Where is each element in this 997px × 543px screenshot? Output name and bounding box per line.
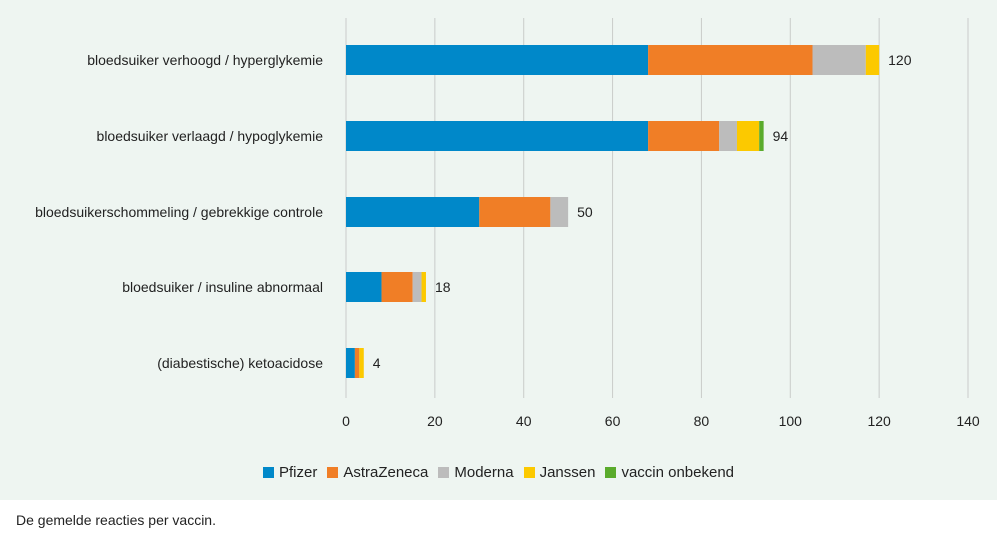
legend-item: Moderna [438, 464, 514, 481]
legend-label: vaccin onbekend [621, 464, 735, 481]
legend-item: Pfizer [262, 464, 318, 481]
category-label: bloedsuiker verhoogd / hyperglykemie [87, 52, 323, 68]
bar-segment-moderna [550, 197, 569, 227]
legend-label: Pfizer [278, 464, 318, 481]
chart-panel: 0 20 40 60 80 100 120 140 bloedsuiker verhoogd /… [0, 0, 997, 500]
bar-segment-astrazeneca [648, 45, 813, 75]
category-label: (diabestische) ketoacidose [157, 355, 323, 371]
legend-swatch [327, 467, 339, 478]
category-label: bloedsuiker / insuline abnormaal [122, 279, 323, 295]
bar-segment-pfizer [346, 197, 480, 227]
bars [346, 45, 880, 378]
legend-item: Janssen [523, 464, 596, 481]
legend-swatch [262, 467, 274, 478]
bar-segment-moderna [412, 272, 422, 302]
legend-label: Janssen [539, 464, 596, 481]
bar-segment-janssen [736, 121, 760, 151]
stacked-bar-chart: 0 20 40 60 80 100 120 140 bloedsuiker verhoogd /… [35, 18, 980, 429]
bar-segment-pfizer [346, 348, 355, 378]
bar-segment-janssen [421, 272, 426, 302]
legend-item: AstraZeneca [327, 464, 428, 481]
x-tick-label: 100 [779, 413, 803, 429]
total-label: 94 [773, 128, 789, 144]
bar-segment-janssen [359, 348, 364, 378]
legend: Pfizer AstraZeneca Moderna Janssen vaccin on… [0, 464, 997, 481]
x-tick-label: 80 [694, 413, 710, 429]
legend-label: Moderna [454, 464, 514, 481]
bar-segment-astrazeneca [381, 272, 413, 302]
legend-item: vaccin onbekend [605, 464, 734, 481]
x-tick-label: 60 [605, 413, 621, 429]
bar-segment-astrazeneca [648, 121, 720, 151]
bar-segment-pfizer [346, 272, 382, 302]
category-label: bloedsuikerschommeling / gebrekkige cont… [35, 204, 323, 220]
bar-segment-moderna [812, 45, 866, 75]
total-label: 18 [435, 279, 451, 295]
total-label: 4 [373, 355, 381, 371]
labels: 0 20 40 60 80 100 120 140 bloedsuiker verhoogd /… [35, 52, 980, 429]
total-label: 50 [577, 204, 593, 220]
bar-segment-astrazeneca [479, 197, 551, 227]
x-tick-label: 20 [427, 413, 443, 429]
bar-segment-vaccin-onbekend [759, 121, 764, 151]
category-label: bloedsuiker verlaagd / hypoglykemie [97, 128, 324, 144]
bar-segment-astrazeneca [354, 348, 360, 378]
x-tick-label: 120 [867, 413, 891, 429]
legend-swatch [523, 467, 535, 478]
bar-segment-moderna [719, 121, 737, 151]
legend-swatch [438, 467, 450, 478]
caption: De gemelde reacties per vaccin. [16, 512, 216, 528]
bar-segment-pfizer [346, 121, 649, 151]
total-label: 120 [888, 52, 912, 68]
bar-segment-janssen [865, 45, 880, 75]
x-tick-label: 0 [342, 413, 350, 429]
bar-segment-pfizer [346, 45, 649, 75]
x-tick-label: 40 [516, 413, 532, 429]
legend-swatch [605, 467, 617, 478]
x-tick-label: 140 [956, 413, 980, 429]
legend-label: AstraZeneca [343, 464, 429, 481]
